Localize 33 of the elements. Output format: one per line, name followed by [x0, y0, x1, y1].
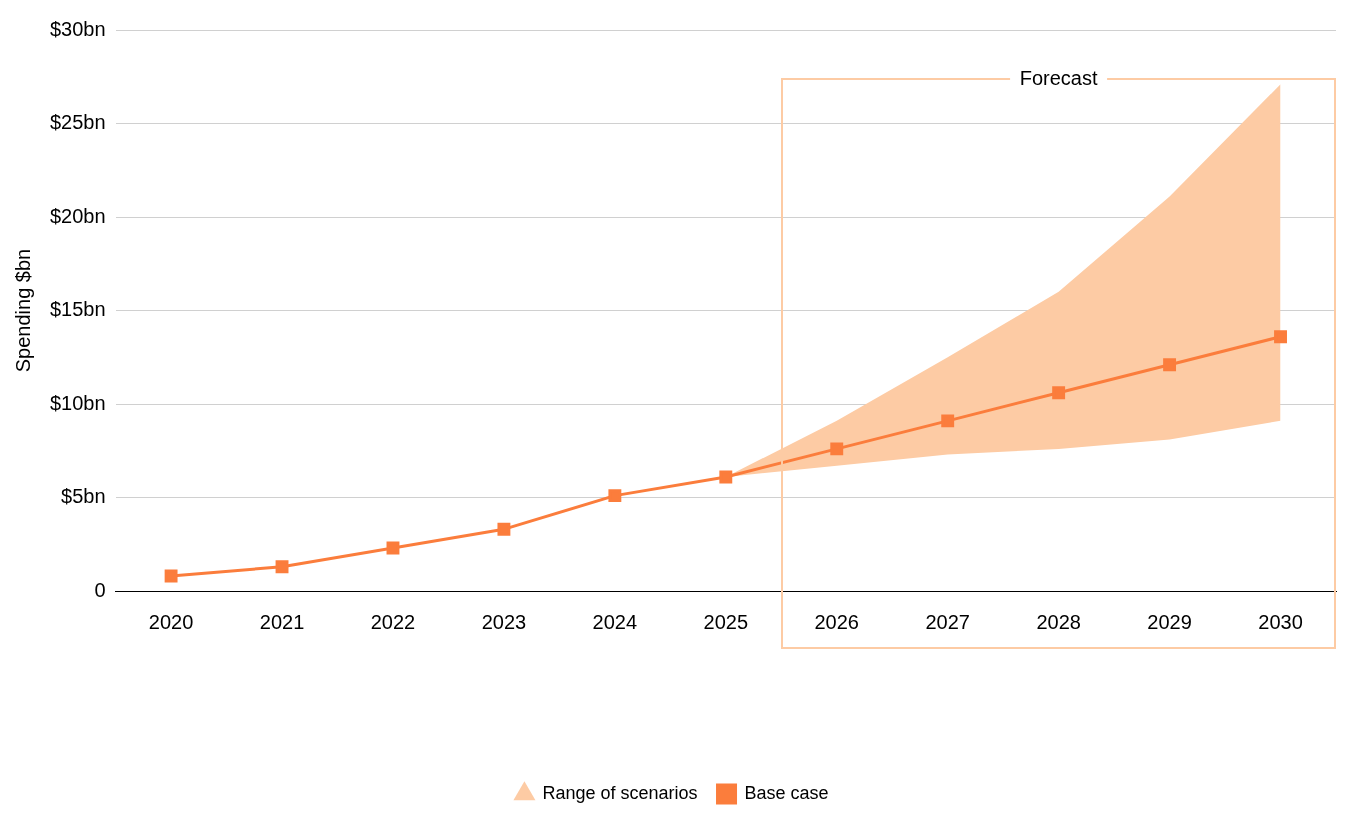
point [608, 489, 622, 503]
y-tick-label: $15bn [49, 298, 106, 321]
x-tick-label: 2028 [1036, 610, 1081, 633]
point [830, 442, 844, 456]
annotation: Forecast [1009, 66, 1108, 90]
point [1052, 386, 1066, 400]
y-axis-title: Spending $bn [11, 248, 34, 373]
y-tick-label: $5bn [61, 485, 106, 508]
point [941, 414, 955, 428]
x-tick-label: 2024 [592, 610, 638, 633]
point [275, 560, 289, 574]
point [1163, 358, 1177, 372]
y-tick-label: $25bn [49, 111, 106, 134]
x-tick-label: 2027 [925, 610, 970, 633]
x-tick-label: 2029 [1147, 610, 1192, 633]
x-tick-label: 2020 [148, 610, 194, 633]
y-tick-label: $30bn [49, 17, 106, 40]
x-tick-label: 2025 [703, 610, 749, 633]
point [497, 522, 511, 536]
point [386, 541, 400, 555]
legend-label: Base case [744, 782, 829, 803]
legend-label: Range of scenarios [542, 782, 698, 803]
x-tick-label: 2022 [370, 610, 416, 633]
y-tick-label: $10bn [49, 391, 106, 414]
y-tick-label: 0 [94, 578, 106, 601]
point [1274, 330, 1287, 344]
x-tick-label: 2023 [481, 610, 527, 633]
y-tick-label: $20bn [49, 204, 106, 227]
x-tick-label: 2026 [814, 610, 859, 633]
point [164, 569, 178, 583]
point [719, 470, 733, 484]
x-tick-label: 2021 [259, 610, 305, 633]
x-tick-label: 2030 [1258, 610, 1303, 633]
